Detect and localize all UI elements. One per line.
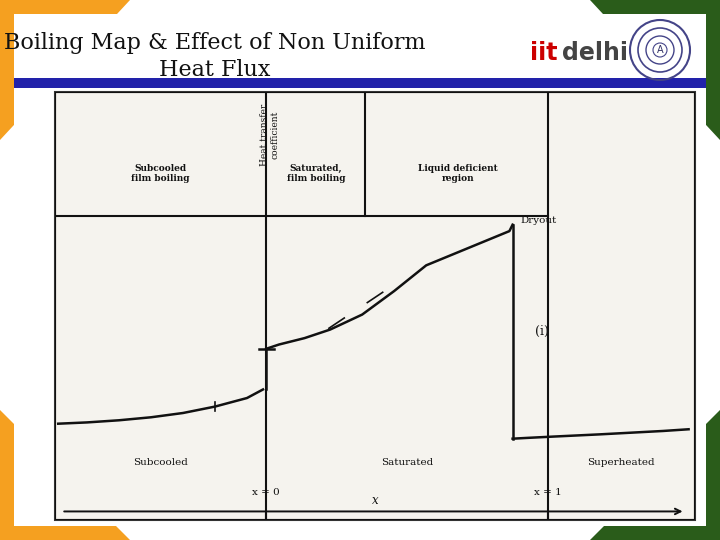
Text: Dryout: Dryout: [521, 216, 557, 225]
Text: Subcooled: Subcooled: [133, 458, 188, 467]
Text: delhi: delhi: [562, 41, 628, 65]
Text: (i): (i): [535, 325, 549, 338]
Text: Saturated: Saturated: [381, 458, 433, 467]
Polygon shape: [590, 0, 720, 140]
Polygon shape: [590, 410, 720, 540]
Text: Heat transfer
coefficient: Heat transfer coefficient: [260, 104, 279, 166]
Text: Heat Flux: Heat Flux: [159, 59, 271, 81]
Polygon shape: [0, 0, 130, 140]
Text: Boiling Map & Effect of Non Uniform: Boiling Map & Effect of Non Uniform: [4, 32, 426, 54]
Text: x: x: [372, 494, 378, 507]
Text: x = 0: x = 0: [252, 488, 280, 497]
Text: Superheated: Superheated: [588, 458, 655, 467]
Text: Saturated,
film boiling: Saturated, film boiling: [287, 164, 346, 183]
Text: x = 1: x = 1: [534, 488, 562, 497]
Text: iit: iit: [530, 41, 557, 65]
Text: A: A: [657, 45, 663, 55]
Text: Subcooled
film boiling: Subcooled film boiling: [131, 164, 190, 183]
Text: Liquid deficient
region: Liquid deficient region: [418, 164, 498, 183]
Bar: [55, 92, 695, 520]
Polygon shape: [0, 410, 130, 540]
Bar: [14, 78, 706, 88]
